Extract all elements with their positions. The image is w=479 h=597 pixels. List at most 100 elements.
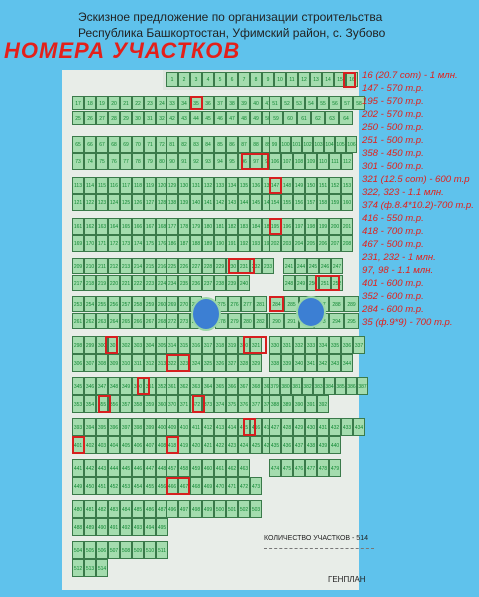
plot-200[interactable]: 200 [329,218,341,235]
plot-202[interactable]: 202 [269,235,281,252]
plot-429[interactable]: 429 [293,418,305,436]
plot-309[interactable]: 309 [108,354,120,372]
plot-266[interactable]: 266 [132,313,144,329]
plot-399[interactable]: 399 [144,418,156,436]
plot-245[interactable]: 245 [307,258,319,274]
plot-422[interactable]: 422 [214,436,226,454]
plot-209[interactable]: 209 [72,258,84,274]
plot-308[interactable]: 308 [96,354,108,372]
plot-19[interactable]: 19 [96,96,108,110]
plot-382[interactable]: 382 [302,377,313,395]
plot-493[interactable]: 493 [132,518,144,536]
plot-303[interactable]: 303 [132,336,144,354]
plot-442[interactable]: 442 [84,459,96,477]
plot-45[interactable]: 45 [202,111,214,125]
plot-83[interactable]: 83 [190,136,202,153]
plot-299[interactable]: 299 [84,336,96,354]
plot-444[interactable]: 444 [108,459,120,477]
plot-158[interactable]: 158 [317,194,329,211]
plot-222[interactable]: 222 [132,275,144,291]
plot-34[interactable]: 34 [178,96,190,110]
plot-472[interactable]: 472 [238,477,250,495]
plot-49[interactable]: 49 [250,111,262,125]
plot-162[interactable]: 162 [84,218,96,235]
plot-380[interactable]: 380 [280,377,291,395]
plot-122[interactable]: 122 [84,194,96,211]
plot-121[interactable]: 121 [72,194,84,211]
plot-211[interactable]: 211 [96,258,108,274]
plot-227[interactable]: 227 [190,258,202,274]
plot-81[interactable]: 81 [166,136,178,153]
plot-149[interactable]: 149 [293,177,305,194]
plot-403[interactable]: 403 [96,436,108,454]
plot-229[interactable]: 229 [214,258,226,274]
plot-373[interactable]: 373 [202,395,214,413]
plot-249[interactable]: 249 [295,275,307,291]
plot-512[interactable]: 512 [72,559,84,577]
plot-27[interactable]: 27 [96,111,108,125]
plot-365[interactable]: 365 [214,377,226,395]
plot-161[interactable]: 161 [72,218,84,235]
plot-306[interactable]: 306 [72,354,84,372]
plot-184[interactable]: 184 [250,218,262,235]
plot-177[interactable]: 177 [166,218,178,235]
plot-150[interactable]: 150 [305,177,317,194]
plot-134[interactable]: 134 [226,177,238,194]
plot-411[interactable]: 411 [190,418,202,436]
plot-473[interactable]: 473 [250,477,262,495]
plot-474[interactable]: 474 [269,459,281,477]
plot-443[interactable]: 443 [96,459,108,477]
plot-118[interactable]: 118 [132,177,144,194]
plot-390[interactable]: 390 [293,395,305,413]
plot-210[interactable]: 210 [84,258,96,274]
plot-218[interactable]: 218 [84,275,96,291]
plot-276[interactable]: 276 [228,296,241,312]
plot-54[interactable]: 54 [305,96,317,110]
plot-288[interactable]: 288 [329,296,344,312]
plot-5[interactable]: 5 [214,72,226,87]
plot-174[interactable]: 174 [132,235,144,252]
plot-108[interactable]: 108 [293,153,305,170]
plot-386[interactable]: 386 [346,377,357,395]
plot-71[interactable]: 71 [144,136,156,153]
plot-459[interactable]: 459 [190,459,202,477]
plot-112[interactable]: 112 [341,153,353,170]
plot-488[interactable]: 488 [72,518,84,536]
plot-463[interactable]: 463 [238,459,250,477]
plot-204[interactable]: 204 [293,235,305,252]
plot-438[interactable]: 438 [305,436,317,454]
plot-447[interactable]: 447 [144,459,156,477]
plot-494[interactable]: 494 [144,518,156,536]
plot-60[interactable]: 60 [283,111,297,125]
plot-17[interactable]: 17 [72,96,84,110]
plot-220[interactable]: 220 [108,275,120,291]
plot-337[interactable]: 337 [353,336,365,354]
plot-410[interactable]: 410 [178,418,190,436]
plot-67[interactable]: 67 [96,136,108,153]
plot-478[interactable]: 478 [317,459,329,477]
plot-182[interactable]: 182 [226,218,238,235]
plot-105[interactable]: 105 [335,136,346,153]
plot-123[interactable]: 123 [96,194,108,211]
plot-244[interactable]: 244 [295,258,307,274]
plot-439[interactable]: 439 [317,436,329,454]
plot-489[interactable]: 489 [84,518,96,536]
plot-241[interactable]: 241 [283,258,295,274]
plot-329[interactable]: 329 [250,354,262,372]
plot-495[interactable]: 495 [156,518,168,536]
plot-58[interactable]: 58 [353,96,365,110]
plot-73[interactable]: 73 [72,153,84,170]
plot-461[interactable]: 461 [214,459,226,477]
plot-455[interactable]: 455 [144,477,156,495]
plot-361[interactable]: 361 [166,377,178,395]
plot-135[interactable]: 135 [238,177,250,194]
plot-100[interactable]: 100 [280,136,291,153]
plot-402[interactable]: 402 [84,436,96,454]
plot-145[interactable]: 145 [250,194,262,211]
plot-481[interactable]: 481 [84,500,96,518]
plot-448[interactable]: 448 [156,459,168,477]
plot-91[interactable]: 91 [178,153,190,170]
plot-175[interactable]: 175 [144,235,156,252]
plot-215[interactable]: 215 [144,258,156,274]
plot-434[interactable]: 434 [353,418,365,436]
